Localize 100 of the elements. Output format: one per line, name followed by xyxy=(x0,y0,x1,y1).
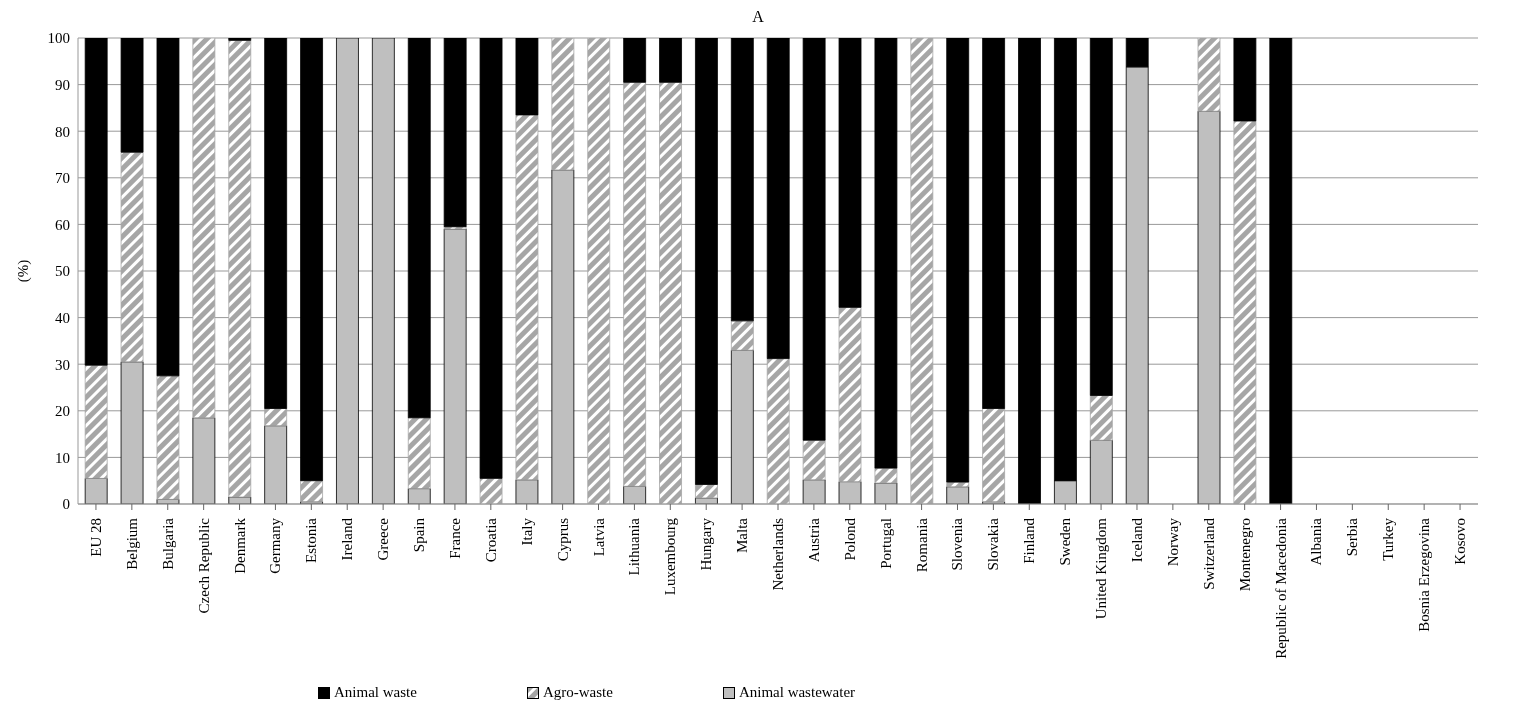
bar xyxy=(874,467,898,484)
bar xyxy=(1233,120,1257,504)
bar xyxy=(120,361,144,504)
legend-label: Animal wastewater xyxy=(738,684,856,701)
bar xyxy=(228,38,252,41)
bar xyxy=(120,38,144,153)
x-tick-label: Croatia xyxy=(482,517,499,563)
bar xyxy=(192,38,216,419)
y-tick-label: 70 xyxy=(55,170,70,187)
x-tick-label: Germany xyxy=(267,517,284,574)
bar xyxy=(587,38,611,504)
bar xyxy=(802,439,826,481)
x-tick-label: Belgium xyxy=(123,517,140,570)
x-tick-label: Estonia xyxy=(303,517,320,563)
bar xyxy=(84,38,108,366)
x-tick-label: Kosovo xyxy=(1452,518,1469,565)
bar xyxy=(730,320,754,351)
x-tick-label: Portugal xyxy=(877,518,894,569)
bar xyxy=(407,38,431,419)
bar xyxy=(946,38,970,483)
x-tick-label: Ireland xyxy=(339,517,356,561)
x-tick-label: Turkey xyxy=(1380,517,1397,561)
bar xyxy=(192,417,216,504)
bar xyxy=(695,484,718,499)
bar xyxy=(766,358,790,504)
bar xyxy=(623,38,647,83)
bar xyxy=(551,38,575,171)
bar xyxy=(982,38,1006,409)
bar xyxy=(730,349,754,504)
bar xyxy=(874,38,898,469)
bar xyxy=(1089,439,1113,504)
x-tick-label: Bulgaria xyxy=(159,517,176,570)
y-tick-label: 100 xyxy=(47,30,70,47)
y-tick-label: 20 xyxy=(55,403,70,420)
x-tick-label: Malta xyxy=(734,517,751,553)
bar xyxy=(874,482,898,504)
bar xyxy=(695,38,718,485)
bar xyxy=(479,477,503,504)
bar xyxy=(371,38,395,504)
x-tick-label: Serbia xyxy=(1344,517,1361,557)
x-tick-label: Romania xyxy=(913,517,930,573)
x-tick-label: Sweden xyxy=(1057,517,1074,566)
y-tick-label: 40 xyxy=(55,309,70,326)
bar xyxy=(264,425,288,504)
bar xyxy=(515,479,539,504)
bar xyxy=(659,81,682,504)
bar xyxy=(1197,110,1221,504)
x-tick-label: Cyprus xyxy=(554,517,571,562)
x-tick-label: Switzerland xyxy=(1200,517,1217,590)
bar xyxy=(84,364,108,479)
bar xyxy=(982,408,1006,503)
bar xyxy=(551,169,575,504)
bar xyxy=(1233,38,1257,122)
bar xyxy=(659,38,682,83)
x-tick-label: Lithuania xyxy=(626,517,643,576)
bar xyxy=(838,481,862,504)
y-tick-label: 0 xyxy=(62,496,70,513)
bar xyxy=(479,38,503,479)
y-tick-label: 90 xyxy=(55,76,70,93)
bar xyxy=(766,38,790,360)
bar xyxy=(730,38,754,322)
x-tick-label: Latvia xyxy=(590,517,607,557)
x-tick-label: Czech Republic xyxy=(195,517,212,614)
bar xyxy=(515,38,539,116)
x-tick-label: Norway xyxy=(1164,517,1181,567)
bar xyxy=(120,151,144,363)
x-tick-label: Netherlands xyxy=(770,517,786,591)
bar xyxy=(802,479,826,504)
x-tick-label: France xyxy=(446,517,463,559)
bar xyxy=(1018,38,1041,504)
x-tick-label: Bosnia Erzegovina xyxy=(1416,517,1433,632)
bar xyxy=(946,486,970,504)
x-tick-label: Slovakia xyxy=(985,517,1002,571)
bar xyxy=(838,306,862,483)
y-axis-title: (%) xyxy=(15,259,33,283)
bar xyxy=(1089,395,1113,441)
bar xyxy=(407,417,431,490)
bar xyxy=(1197,38,1221,112)
x-tick-label: Albania xyxy=(1308,517,1325,566)
chart-title: A xyxy=(751,8,765,26)
x-tick-label: Luxembourg xyxy=(662,517,679,596)
bar xyxy=(443,228,467,504)
bar xyxy=(838,38,862,308)
bar xyxy=(336,38,359,504)
x-tick-label: Italy xyxy=(518,517,535,546)
bar xyxy=(910,38,934,504)
legend-label: Animal waste xyxy=(334,684,417,701)
y-tick-label: 60 xyxy=(55,216,70,233)
bar xyxy=(802,38,826,441)
bar xyxy=(407,488,431,504)
x-tick-label: Slovenia xyxy=(949,517,966,571)
bar xyxy=(264,408,288,427)
bar xyxy=(1089,38,1113,396)
x-tick-label: Iceland xyxy=(1128,517,1145,563)
bar xyxy=(156,38,180,377)
bar xyxy=(300,38,323,482)
bar xyxy=(156,375,180,500)
y-tick-label: 50 xyxy=(55,263,70,280)
x-tick-label: Denmark xyxy=(231,517,248,574)
x-tick-label: Polond xyxy=(841,517,858,561)
